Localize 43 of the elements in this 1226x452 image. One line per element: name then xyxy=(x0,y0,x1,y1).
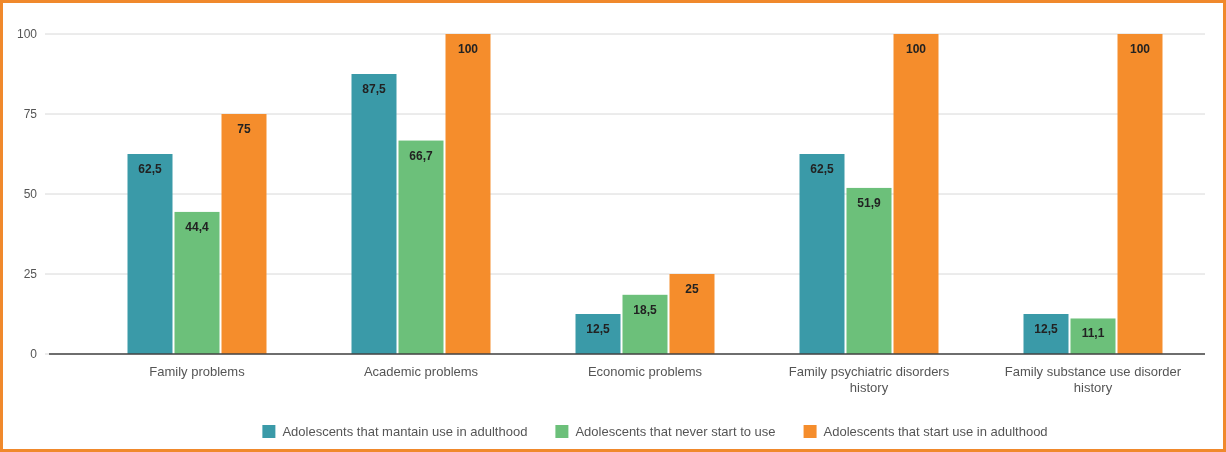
data-label: 100 xyxy=(1129,42,1151,56)
y-tick-label: 0 xyxy=(30,347,38,362)
data-label: 12,5 xyxy=(586,322,610,336)
bar xyxy=(127,154,173,354)
data-label: 25 xyxy=(685,282,699,296)
bar xyxy=(669,274,715,354)
data-label: 51,9 xyxy=(857,195,881,210)
bar xyxy=(622,294,668,354)
data-label: 44,4 xyxy=(185,219,209,234)
y-tick-label: 50 xyxy=(23,187,38,202)
bar xyxy=(846,187,892,354)
bar xyxy=(1023,314,1069,354)
x-tick-label: Family psychiatric disorders history xyxy=(788,364,950,395)
data-label: 87,5 xyxy=(362,82,386,96)
bar xyxy=(445,34,491,354)
bar xyxy=(174,211,220,354)
x-tick-label: Family problems xyxy=(149,364,246,379)
bar xyxy=(575,314,621,354)
legend-label: Adolescents that never start to use xyxy=(575,424,776,439)
x-tick-label: Academic problems xyxy=(363,364,479,379)
y-tick-label: 100 xyxy=(16,27,38,42)
x-tick-label: Family substance use disorder history xyxy=(1004,364,1182,395)
bar xyxy=(893,34,939,354)
data-label: 100 xyxy=(905,42,927,56)
bar xyxy=(351,74,397,354)
bar xyxy=(1117,34,1163,354)
bar xyxy=(221,114,267,354)
data-label: 62,5 xyxy=(138,162,162,176)
bar xyxy=(799,154,845,354)
y-tick-label: 25 xyxy=(23,267,38,282)
x-tick-label: Economic problems xyxy=(587,364,703,379)
legend-label: Adolescents that mantain use in adulthood xyxy=(282,424,528,439)
data-label: 75 xyxy=(237,122,251,136)
data-label: 11,1 xyxy=(1081,326,1105,341)
data-label: 100 xyxy=(457,42,479,56)
legend-label: Adolescents that start use in adulthood xyxy=(823,424,1048,439)
data-label: 12,5 xyxy=(1034,322,1058,336)
bar xyxy=(398,140,444,354)
data-label: 66,7 xyxy=(409,148,433,163)
bar xyxy=(1070,318,1116,354)
data-label: 18,5 xyxy=(633,302,657,317)
data-label: 62,5 xyxy=(810,162,834,176)
y-tick-label: 75 xyxy=(23,107,38,122)
